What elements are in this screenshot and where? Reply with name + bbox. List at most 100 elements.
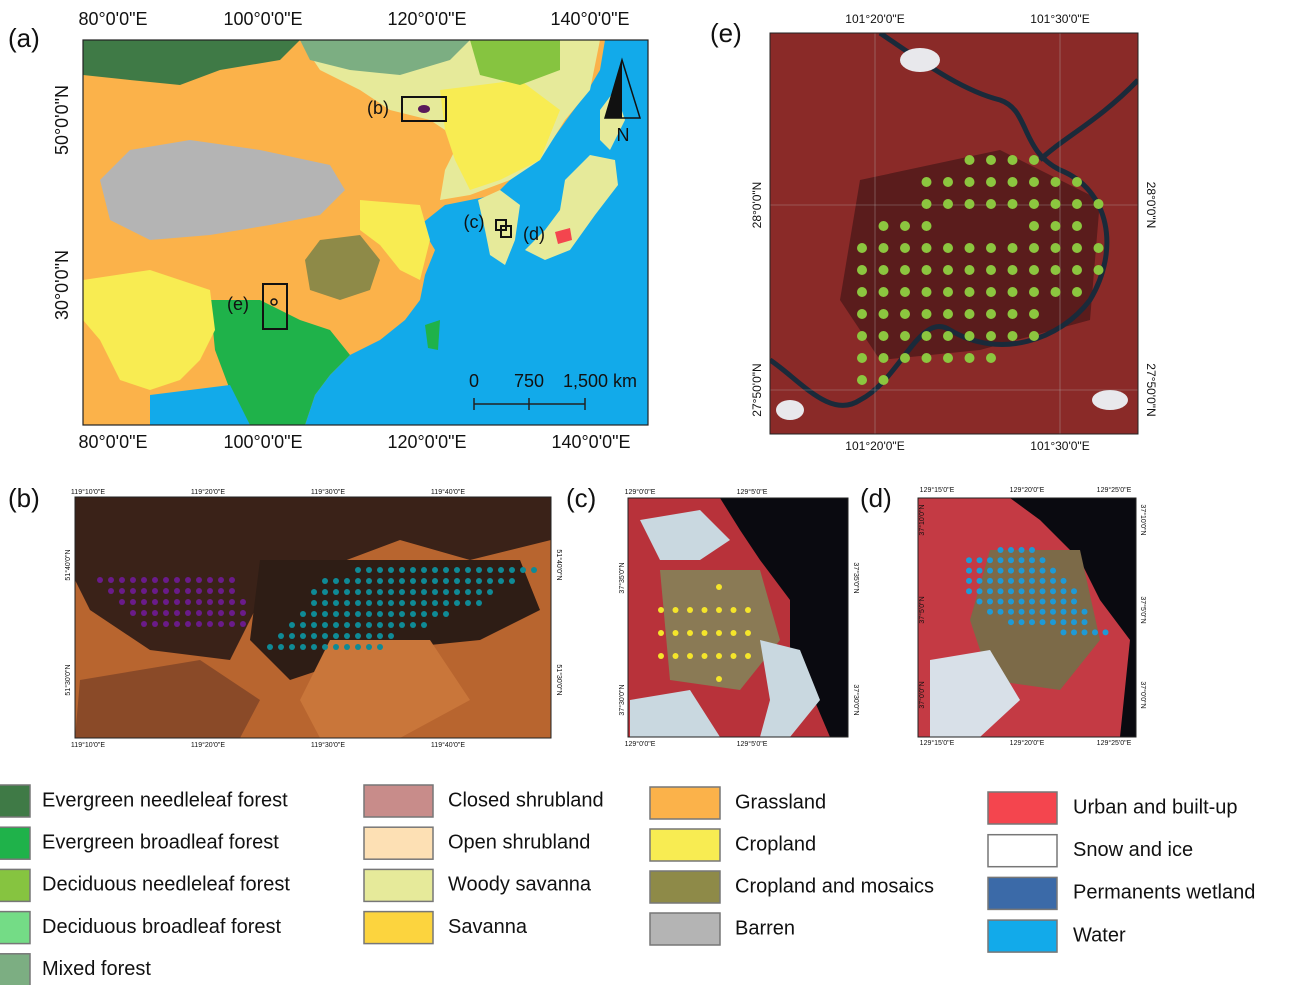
sample-point xyxy=(1040,578,1046,584)
sample-point xyxy=(278,644,284,650)
sample-point xyxy=(1051,177,1061,187)
sample-point xyxy=(476,600,482,606)
sample-point xyxy=(998,547,1004,553)
sample-point xyxy=(322,589,328,595)
sample-point xyxy=(377,600,383,606)
sample-point xyxy=(421,567,427,573)
sample-point xyxy=(443,589,449,595)
sample-point xyxy=(731,653,737,659)
sample-point xyxy=(366,622,372,628)
sample-point xyxy=(986,177,996,187)
sample-point xyxy=(900,221,910,231)
sample-point xyxy=(1019,619,1025,625)
sample-point xyxy=(1008,557,1014,563)
sample-point xyxy=(986,265,996,275)
sample-point xyxy=(163,599,169,605)
sample-point xyxy=(879,331,889,341)
sample-point xyxy=(943,331,953,341)
sample-point xyxy=(1029,155,1039,165)
sample-point xyxy=(998,588,1004,594)
sample-point xyxy=(879,287,889,297)
sample-point xyxy=(1082,619,1088,625)
sample-point xyxy=(987,588,993,594)
legend-swatch xyxy=(364,912,433,944)
sample-point xyxy=(1040,599,1046,605)
sample-point xyxy=(333,611,339,617)
sample-point xyxy=(1050,578,1056,584)
sample-point xyxy=(965,353,975,363)
panel-label: (d) xyxy=(860,483,892,513)
sample-point xyxy=(879,375,889,385)
sample-point xyxy=(399,600,405,606)
sample-point xyxy=(399,589,405,595)
sample-point xyxy=(943,265,953,275)
sample-point xyxy=(163,577,169,583)
legend-swatch xyxy=(650,913,720,945)
site-marker xyxy=(418,105,430,113)
sample-point xyxy=(965,287,975,297)
latitude-label: 30°0'0"N xyxy=(52,250,72,320)
sample-point xyxy=(229,588,235,594)
sample-point xyxy=(998,599,1004,605)
sample-point xyxy=(377,622,383,628)
sample-point xyxy=(1029,265,1039,275)
sample-point xyxy=(487,589,493,595)
sample-point xyxy=(119,588,125,594)
longitude-label: 129°25'0"E xyxy=(1097,486,1132,494)
sample-point xyxy=(922,177,932,187)
sample-point xyxy=(857,287,867,297)
sample-point xyxy=(1029,599,1035,605)
sample-point xyxy=(987,599,993,605)
legend-swatch xyxy=(0,827,30,859)
latitude-label: 37°0'0"N xyxy=(1139,681,1147,708)
longitude-label: 101°30'0"E xyxy=(1030,439,1089,453)
longitude-label: 101°20'0"E xyxy=(845,12,904,26)
sample-point xyxy=(355,644,361,650)
sample-point xyxy=(196,588,202,594)
sample-point xyxy=(900,265,910,275)
sample-point xyxy=(673,607,679,613)
sample-point xyxy=(1029,609,1035,615)
sample-point xyxy=(1050,588,1056,594)
sample-point xyxy=(163,610,169,616)
sample-point xyxy=(965,309,975,319)
sample-point xyxy=(355,622,361,628)
sample-point xyxy=(465,567,471,573)
sample-point xyxy=(1071,609,1077,615)
sample-point xyxy=(1051,221,1061,231)
sample-point xyxy=(454,589,460,595)
sample-point xyxy=(333,644,339,650)
sample-point xyxy=(207,588,213,594)
latitude-label: 50°0'0"N xyxy=(52,85,72,155)
sample-point xyxy=(322,622,328,628)
longitude-label: 129°0'0"E xyxy=(625,488,656,496)
sample-point xyxy=(987,609,993,615)
sample-point xyxy=(119,599,125,605)
sample-point xyxy=(1029,243,1039,253)
longitude-label: 119°20'0"E xyxy=(191,488,225,496)
sample-point xyxy=(399,578,405,584)
sample-point xyxy=(943,353,953,363)
legend-label: Barren xyxy=(735,917,795,939)
sample-point xyxy=(922,221,932,231)
sample-point xyxy=(311,600,317,606)
sample-point xyxy=(240,610,246,616)
sample-point xyxy=(965,243,975,253)
sample-point xyxy=(977,578,983,584)
latitude-label: 37°10'0"N xyxy=(1139,504,1147,535)
legend-label: Deciduous needleleaf forest xyxy=(42,874,290,896)
sample-point xyxy=(207,577,213,583)
sample-point xyxy=(300,644,306,650)
longitude-label: 100°0'0"E xyxy=(223,432,302,452)
legend-label: Closed shrubland xyxy=(448,789,604,811)
sample-point xyxy=(1029,221,1039,231)
legend-swatch xyxy=(650,871,720,903)
sample-point xyxy=(399,567,405,573)
sample-point xyxy=(986,287,996,297)
sample-point xyxy=(716,653,722,659)
sample-point xyxy=(410,589,416,595)
sample-point xyxy=(1029,547,1035,553)
sample-point xyxy=(333,633,339,639)
sample-point xyxy=(218,577,224,583)
